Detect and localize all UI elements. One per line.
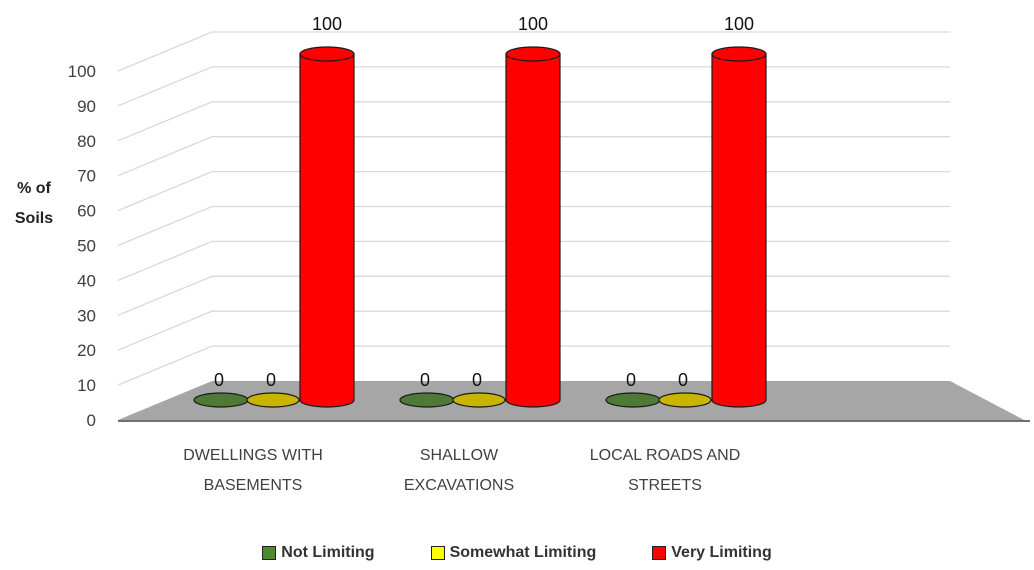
y-tick-label: 90	[77, 97, 96, 116]
data-label: 100	[518, 14, 548, 34]
gridline	[117, 345, 950, 386]
bar-top	[505, 46, 561, 62]
legend-swatch-not-limiting	[262, 546, 277, 560]
bar-body	[505, 53, 561, 408]
y-axis-ticks: 0 10 20 30 40 50 60 70 80 90 100	[68, 62, 96, 430]
data-label: 0	[266, 370, 276, 390]
y-tick-label: 10	[77, 376, 96, 395]
data-label: 0	[626, 370, 636, 390]
data-label: 0	[678, 370, 688, 390]
legend: Not Limiting Somewhat Limiting Very Limi…	[0, 541, 1034, 565]
y-axis-label-line-2: Soils	[15, 210, 53, 227]
data-labels: 0 0 100 0 0 100 0 0 100	[214, 14, 754, 390]
gridline	[117, 136, 950, 177]
y-tick-label: 20	[77, 341, 96, 360]
bar-top	[299, 46, 355, 62]
gridlines	[117, 31, 950, 386]
category-label: DWELLINGS WITH	[183, 447, 323, 464]
y-tick-label: 80	[77, 132, 96, 151]
bar-very-limiting	[711, 46, 767, 408]
data-label: 0	[420, 370, 430, 390]
legend-item-very-limiting: Very Limiting	[652, 541, 772, 565]
legend-swatch-somewhat-limiting	[430, 546, 445, 560]
bars	[193, 46, 767, 408]
category-label: LOCAL ROADS AND	[590, 447, 741, 464]
category-label: STREETS	[628, 477, 702, 494]
gridline	[117, 66, 950, 107]
y-axis-label-line-1: % of	[17, 180, 51, 197]
gridline	[117, 101, 950, 142]
legend-item-not-limiting: Not Limiting	[262, 541, 375, 565]
bar-top	[605, 392, 661, 408]
gridline	[117, 170, 950, 212]
gridline	[117, 240, 950, 282]
gridline	[117, 310, 950, 351]
category-label: BASEMENTS	[204, 477, 303, 494]
data-label: 100	[724, 14, 754, 34]
legend-swatch-very-limiting	[652, 546, 667, 560]
category-labels: DWELLINGS WITH BASEMENTS SHALLOW EXCAVATION…	[183, 447, 740, 494]
category-label: SHALLOW	[420, 447, 499, 464]
gridline	[117, 31, 950, 72]
gridline	[117, 275, 950, 316]
legend-label-not-limiting: Not Limiting	[281, 544, 375, 561]
bar-top	[711, 46, 767, 62]
bar-not-limiting	[399, 392, 455, 408]
y-tick-label: 40	[77, 271, 96, 290]
legend-item-somewhat-limiting: Somewhat Limiting	[430, 541, 597, 565]
bar-very-limiting	[299, 46, 355, 408]
legend-label-very-limiting: Very Limiting	[671, 544, 772, 561]
bar-very-limiting	[505, 46, 561, 408]
bar-top	[246, 392, 300, 408]
bar-not-limiting	[605, 392, 661, 408]
bar-somewhat-limiting	[246, 392, 300, 408]
bar-top	[193, 392, 249, 408]
category-label: EXCAVATIONS	[404, 477, 514, 494]
y-tick-label: 70	[77, 167, 96, 186]
y-tick-label: 30	[77, 306, 96, 325]
data-label: 0	[472, 370, 482, 390]
data-label: 100	[312, 14, 342, 34]
y-tick-label: 0	[87, 411, 96, 430]
y-tick-label: 60	[77, 202, 96, 221]
bar-top	[452, 392, 506, 408]
bar-body	[711, 53, 767, 408]
bar-body	[299, 53, 355, 408]
bar-top	[399, 392, 455, 408]
bar-somewhat-limiting	[452, 392, 506, 408]
bar-not-limiting	[193, 392, 249, 408]
y-tick-label: 50	[77, 237, 96, 256]
y-tick-label: 100	[68, 62, 96, 81]
bar-somewhat-limiting	[658, 392, 712, 408]
gridline	[117, 205, 950, 247]
data-label: 0	[214, 370, 224, 390]
bar-top	[658, 392, 712, 408]
legend-label-somewhat-limiting: Somewhat Limiting	[449, 544, 597, 561]
